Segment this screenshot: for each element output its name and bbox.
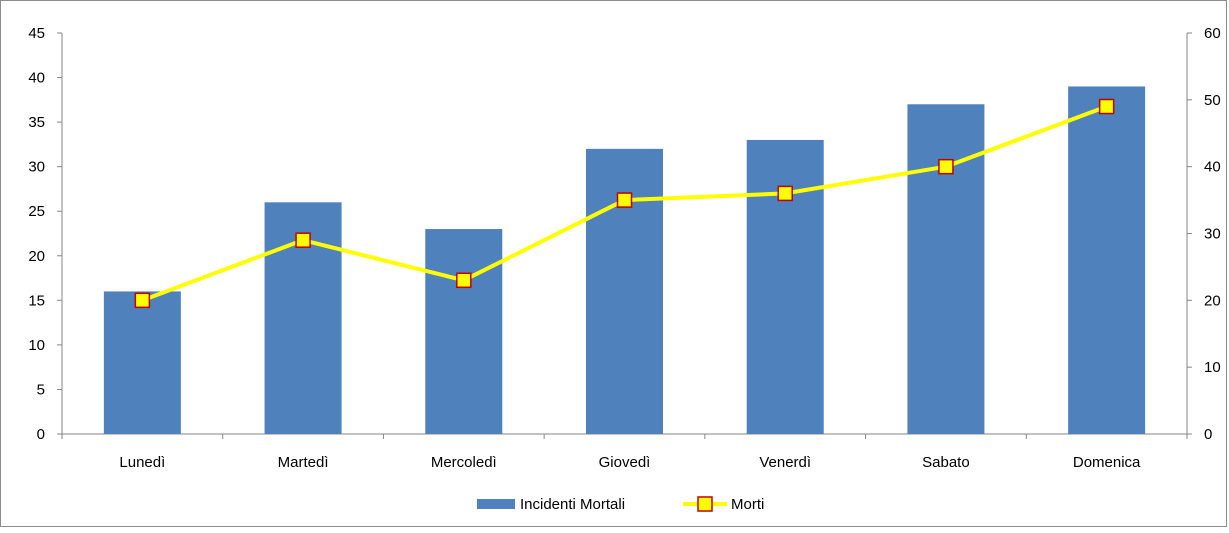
axes: 0 5 10 15 20 25 30 35 40 45 0 10 20 30 40 50 60 Lunedì Mar… bbox=[28, 25, 1220, 471]
y-left-tick-label: 25 bbox=[28, 203, 45, 220]
y-left-tick-label: 30 bbox=[28, 159, 45, 176]
y-right-tick-label: 60 bbox=[1204, 25, 1221, 42]
legend-label-line: Morti bbox=[731, 496, 764, 513]
y-left-tick-label: 45 bbox=[28, 25, 45, 42]
y-left-tick-label: 35 bbox=[28, 114, 45, 131]
line-point bbox=[1098, 98, 1115, 115]
line-point bbox=[295, 232, 311, 248]
legend-label-bar: Incidenti Mortali bbox=[520, 496, 625, 513]
y-left-tick-label: 0 bbox=[37, 426, 45, 443]
y-left-tick-label: 5 bbox=[37, 381, 45, 398]
bar bbox=[746, 139, 824, 434]
line-point bbox=[616, 192, 633, 208]
legend-swatch-marker bbox=[697, 496, 713, 512]
legend-swatch-bar bbox=[477, 499, 515, 509]
x-tick-label: Martedì bbox=[278, 454, 329, 471]
x-tick-label: Giovedì bbox=[599, 454, 651, 471]
bar-series bbox=[103, 86, 1146, 435]
y-right-tick-label: 10 bbox=[1204, 359, 1221, 376]
x-tick-label: Domenica bbox=[1073, 454, 1141, 471]
y-left-tick-label: 10 bbox=[28, 337, 45, 354]
y-right-tick-label: 20 bbox=[1204, 292, 1221, 309]
y-right-tick-label: 40 bbox=[1204, 159, 1221, 176]
bar bbox=[586, 148, 663, 434]
x-tick-label: Lunedì bbox=[119, 454, 165, 471]
line-point bbox=[134, 292, 151, 309]
x-tick-label: Sabato bbox=[922, 454, 970, 471]
bar bbox=[103, 291, 181, 434]
x-tick-label: Mercoledì bbox=[431, 454, 497, 471]
y-left-tick-label: 20 bbox=[28, 248, 45, 265]
y-right-tick-label: 50 bbox=[1204, 92, 1221, 109]
line-series bbox=[134, 98, 1115, 309]
y-left-tick-label: 15 bbox=[28, 292, 45, 309]
bar bbox=[1068, 86, 1146, 434]
legend: Incidenti Mortali Morti bbox=[477, 496, 764, 513]
x-tick-label: Venerdì bbox=[759, 454, 811, 471]
bar bbox=[425, 229, 503, 434]
bar bbox=[907, 104, 985, 435]
line-point bbox=[456, 272, 472, 289]
line-point bbox=[938, 158, 954, 175]
y-right-tick-label: 30 bbox=[1204, 226, 1221, 243]
line-point bbox=[777, 185, 793, 202]
y-right-tick-label: 0 bbox=[1204, 426, 1212, 443]
y-left-tick-label: 40 bbox=[28, 70, 45, 87]
